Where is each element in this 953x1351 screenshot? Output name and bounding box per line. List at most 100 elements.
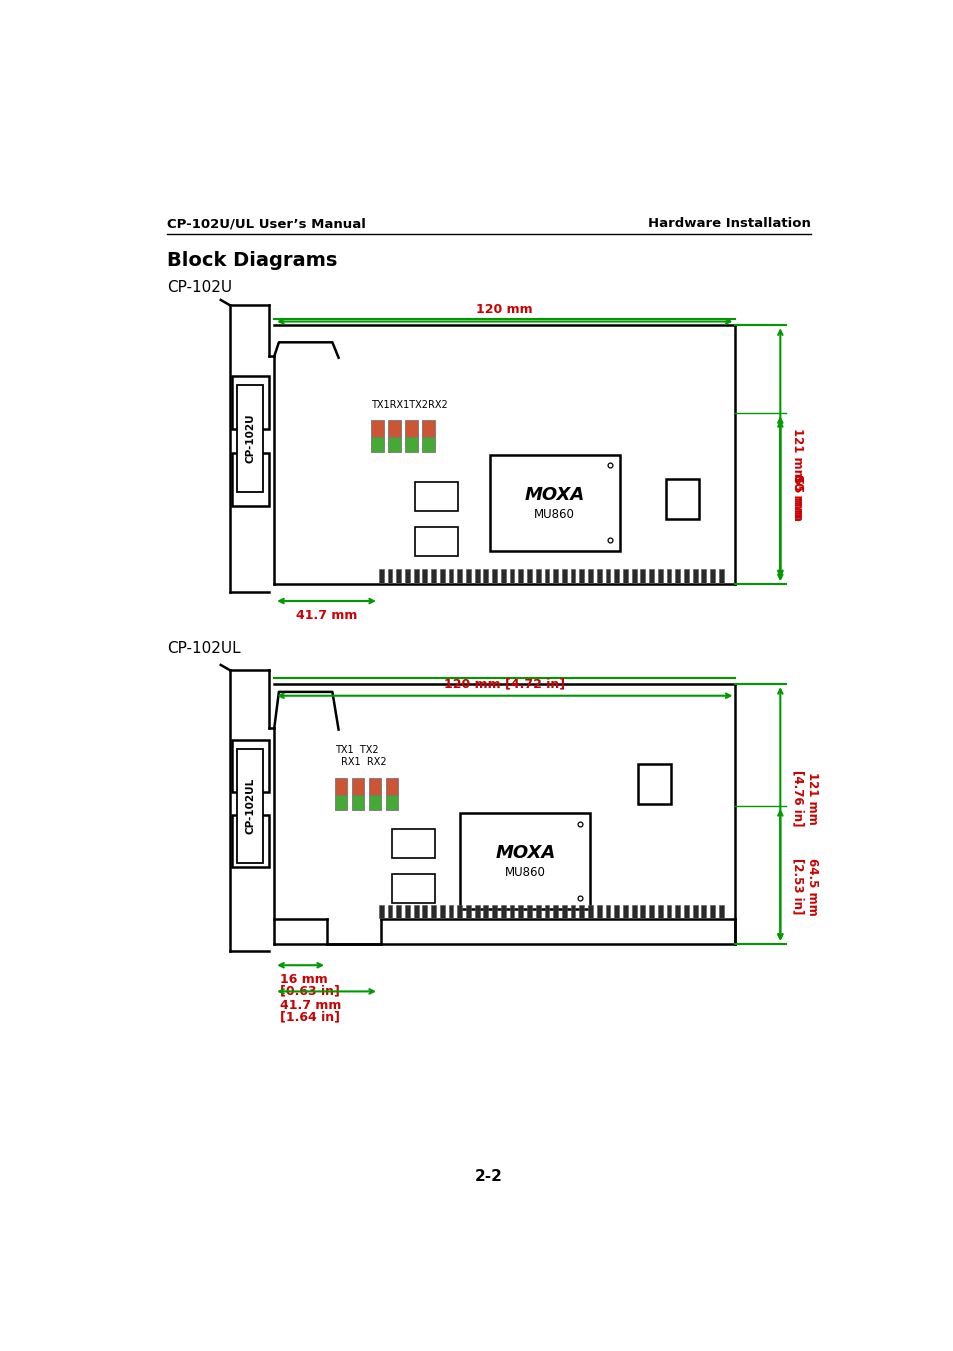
Bar [675,905,679,919]
Text: 121 mm: 121 mm [790,428,803,481]
Bar [392,874,435,902]
Bar [517,905,522,919]
Text: Hardware Installation: Hardware Installation [647,218,810,230]
Bar [405,420,417,436]
Bar [431,570,436,582]
Bar [459,813,590,909]
Bar [614,570,618,582]
Bar [700,570,705,582]
Bar [570,905,575,919]
Bar [719,570,723,582]
Bar [466,905,471,919]
Bar [675,570,679,582]
Text: 80 mm: 80 mm [790,474,803,519]
Bar [631,570,636,582]
Bar [614,905,618,919]
Bar [527,905,532,919]
Bar [422,905,427,919]
Text: 55 mm: 55 mm [790,477,803,521]
Bar [700,905,705,919]
Bar [692,905,697,919]
Bar [666,480,699,519]
Bar [597,570,601,582]
Text: CP-102U: CP-102U [167,280,233,295]
Bar [639,570,644,582]
Bar [648,905,653,919]
Bar [492,905,497,919]
Text: 64.5 mm
[2.53 in]: 64.5 mm [2.53 in] [790,858,819,916]
Bar [466,570,471,582]
Text: CP-102U/UL User’s Manual: CP-102U/UL User’s Manual [167,218,366,230]
Bar [448,570,453,582]
Bar [605,905,610,919]
Bar [536,570,540,582]
Bar [232,739,269,792]
Text: 120 mm [4.72 in]: 120 mm [4.72 in] [444,677,565,690]
Bar [597,905,601,919]
Bar [658,905,662,919]
Bar [439,905,444,919]
Text: CP-102UL: CP-102UL [167,642,241,657]
Bar [378,905,383,919]
Bar [232,453,269,505]
Bar [527,570,532,582]
Bar [405,905,410,919]
Bar [561,905,566,919]
Text: [0.63 in]: [0.63 in] [280,985,340,997]
Bar [561,570,566,582]
Bar [414,570,418,582]
Bar [405,570,410,582]
Bar [371,436,383,453]
Bar [553,570,558,582]
Bar [638,765,670,804]
Bar [622,570,627,582]
Bar [587,570,593,582]
Bar [578,570,583,582]
Text: 2-2: 2-2 [475,1170,502,1185]
Bar [395,570,400,582]
Bar [639,905,644,919]
Bar [666,905,671,919]
Bar [369,794,381,811]
Bar [570,570,575,582]
Bar [544,905,549,919]
Bar [587,905,593,919]
Bar [648,570,653,582]
Bar [405,436,417,453]
Text: RX1  RX2: RX1 RX2 [340,757,386,766]
Bar [509,905,514,919]
Bar [553,905,558,919]
Bar [622,905,627,919]
Bar [605,570,610,582]
Text: [1.64 in]: [1.64 in] [280,1011,340,1024]
Bar [236,385,263,492]
Bar [448,905,453,919]
Bar [683,570,688,582]
Bar [578,905,583,919]
Bar [456,905,461,919]
Bar [709,570,714,582]
Bar [475,905,479,919]
Bar [385,778,397,794]
Bar [422,570,427,582]
Bar [489,455,619,551]
Bar [335,794,347,811]
Bar [395,905,400,919]
Text: MU860: MU860 [504,866,545,880]
Bar [666,570,671,582]
Bar [415,482,457,511]
Bar [387,570,392,582]
Text: 16 mm: 16 mm [280,973,328,986]
Bar [335,778,347,794]
Bar [232,376,269,428]
Text: MU860: MU860 [534,508,575,521]
Bar [415,527,457,557]
Text: 41.7 mm: 41.7 mm [280,1000,341,1012]
Bar [492,570,497,582]
Bar [387,905,392,919]
Bar [232,815,269,867]
Bar [692,570,697,582]
Bar [388,436,400,453]
Bar [709,905,714,919]
Bar [544,570,549,582]
